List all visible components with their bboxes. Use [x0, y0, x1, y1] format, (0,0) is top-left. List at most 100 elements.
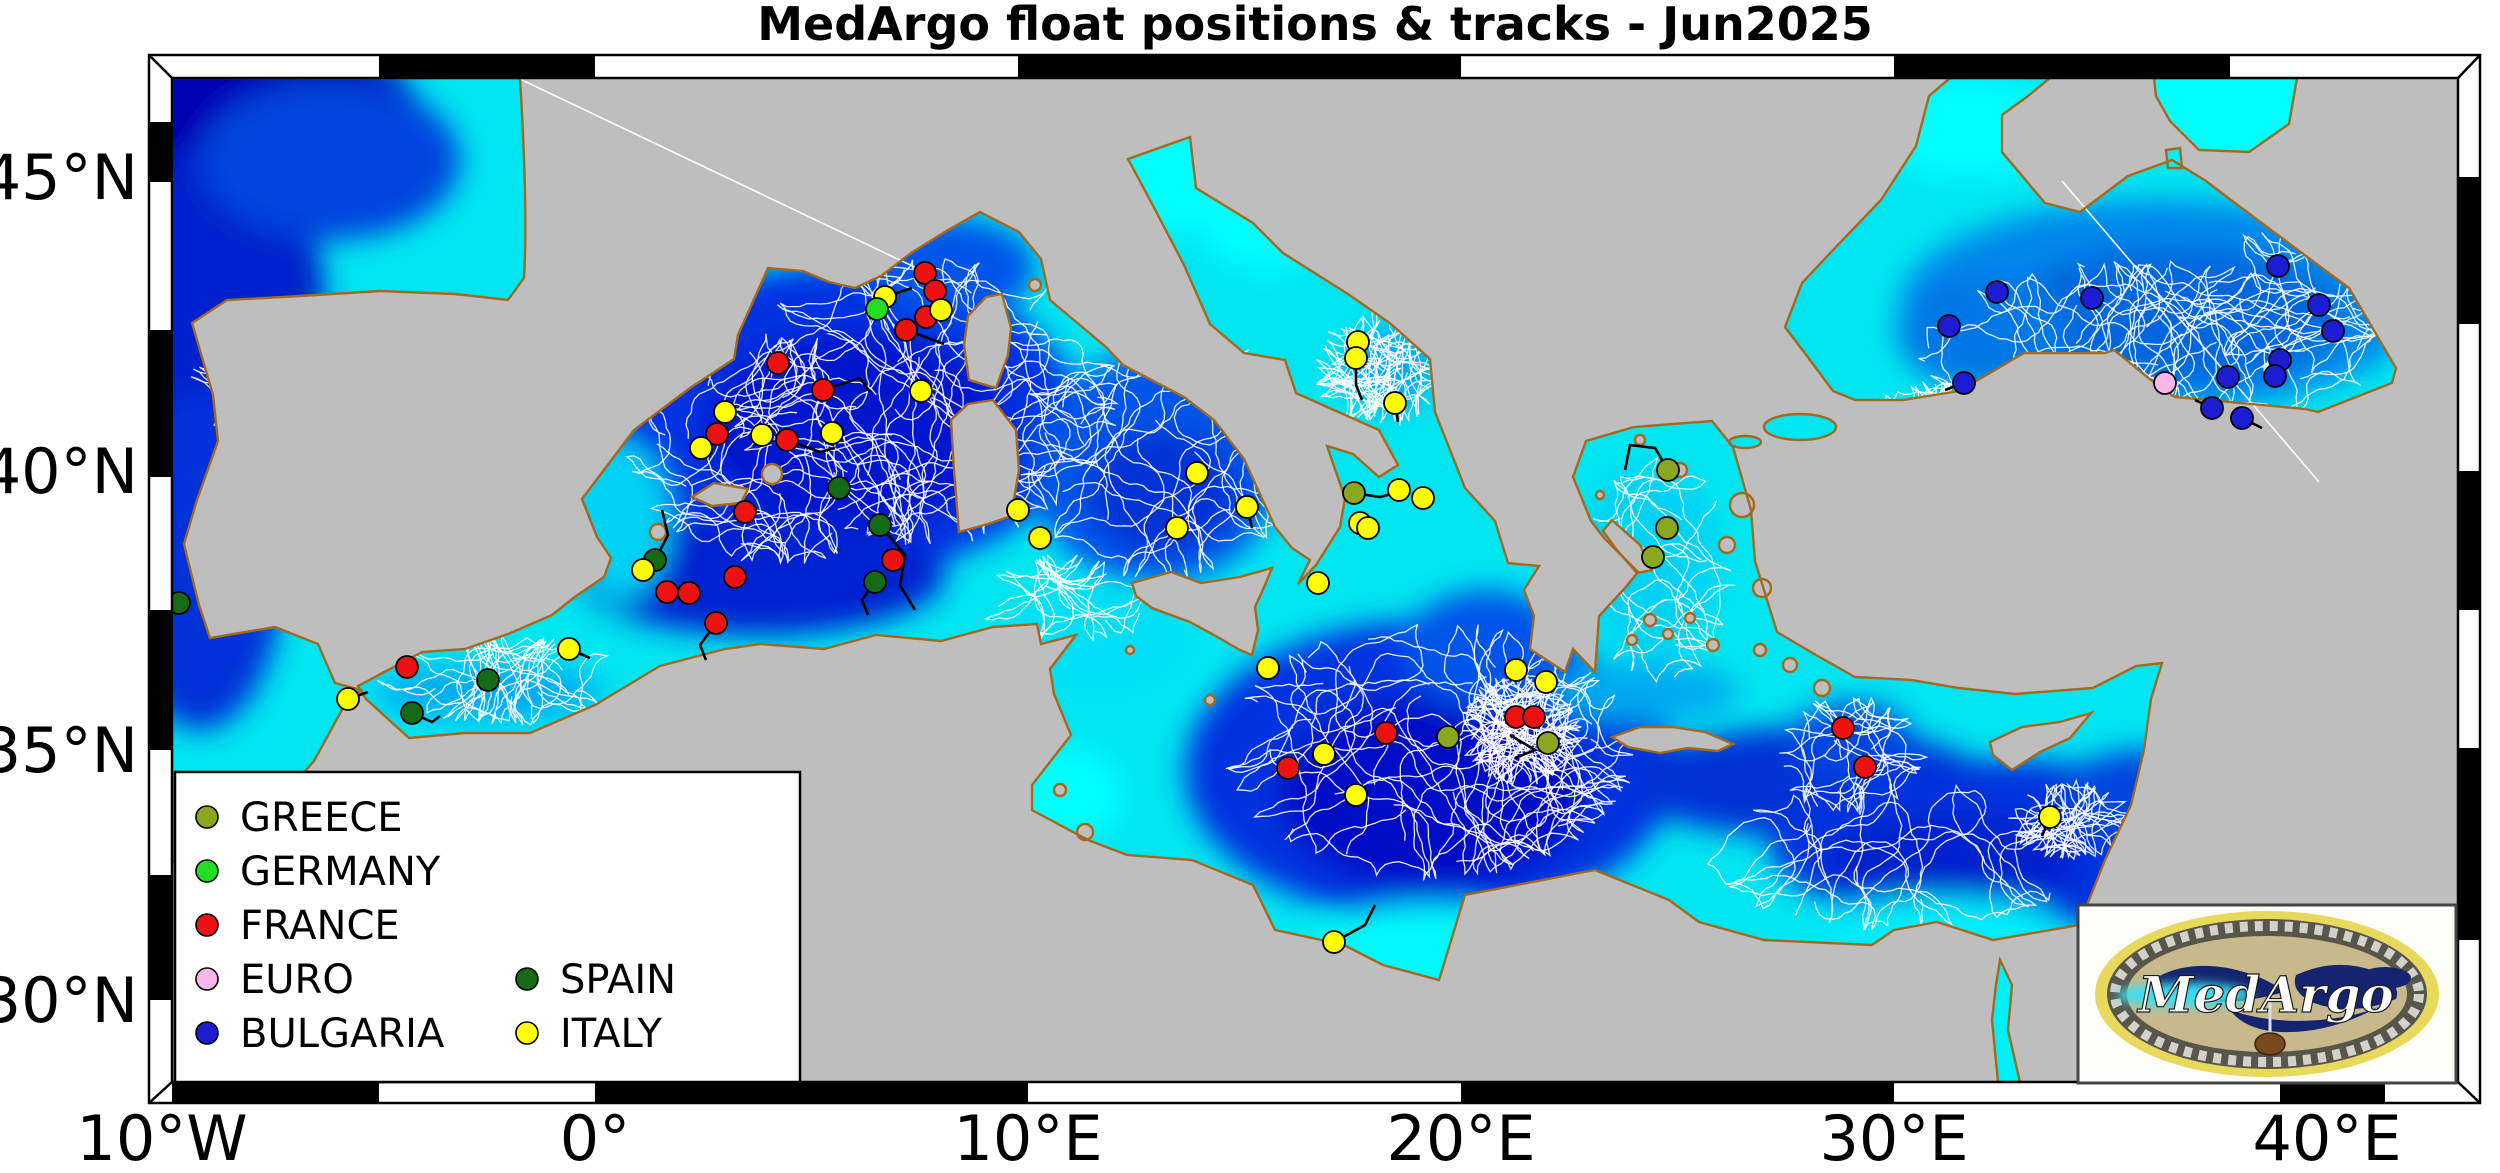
legend-label: EURO — [240, 957, 354, 1003]
legend-swatch — [195, 1021, 219, 1045]
float-dot — [2080, 286, 2104, 310]
track-path — [1813, 789, 1987, 920]
tail-line — [822, 376, 872, 393]
legend-entries: GREECE GERMANY FRANCE EURO BULGARIA SPAIN ITAL… — [195, 795, 676, 1057]
float-dot — [2266, 254, 2290, 278]
float-tracks — [190, 227, 2396, 931]
island — [1752, 642, 1768, 658]
float-dot — [2230, 406, 2254, 430]
frame-segment — [1894, 55, 2230, 78]
track-path — [1779, 700, 1892, 805]
track-path — [1406, 695, 1616, 876]
frame-segment — [149, 875, 172, 1000]
track-path — [1036, 559, 1163, 643]
coastlines — [172, 78, 2398, 1082]
float-dot — [1344, 346, 1368, 370]
legend-label: FRANCE — [240, 903, 400, 949]
float-dot — [1411, 486, 1435, 510]
track-path — [1463, 680, 1601, 873]
island — [1705, 637, 1721, 653]
float-dot — [395, 655, 419, 679]
float-dot — [1312, 742, 1336, 766]
track-path — [1005, 560, 1133, 639]
y-tick-label: 40°N — [0, 435, 138, 508]
float-dot — [865, 297, 889, 321]
track-path — [983, 554, 1141, 640]
x-tick-label: 10°W — [76, 1102, 247, 1173]
track-path — [2208, 246, 2396, 374]
frame-segment — [379, 55, 595, 78]
float-dot — [820, 421, 844, 445]
track-path — [1269, 748, 1431, 879]
float-dot — [705, 422, 729, 446]
logo-cyan-band — [2117, 983, 2253, 1007]
track-path — [1054, 365, 1169, 564]
track-path — [656, 443, 833, 564]
island — [1661, 627, 1675, 641]
float-dot — [704, 611, 728, 635]
float-dot — [1235, 495, 1259, 519]
frame-segment — [2458, 177, 2480, 324]
float-dot — [1522, 705, 1546, 729]
float-dot — [1655, 516, 1679, 540]
float-dot — [557, 637, 581, 661]
float-dot — [909, 379, 933, 403]
x-tick-label: 0° — [560, 1102, 630, 1173]
straight-track-line — [2061, 180, 2320, 483]
float-dot — [2200, 396, 2224, 420]
float-dot — [863, 570, 887, 594]
island — [1027, 277, 1043, 293]
island-mallorca — [689, 481, 750, 508]
float-dot — [733, 500, 757, 524]
float-dot — [1028, 526, 1052, 550]
track-path — [493, 637, 610, 726]
float-dot — [1276, 756, 1300, 780]
legend-label: ITALY — [560, 1011, 662, 1057]
track-path — [691, 337, 903, 518]
frame-segment — [2458, 748, 2480, 940]
track-path — [1007, 364, 1116, 510]
float-dot — [913, 261, 937, 285]
island — [1633, 433, 1647, 447]
track-path — [844, 340, 1032, 530]
float-dot — [1985, 280, 2009, 304]
track-path — [1753, 782, 1910, 931]
track-path — [1803, 787, 2064, 908]
tail-line — [1509, 733, 1538, 760]
float-dot — [1165, 516, 1189, 540]
float-dot — [1256, 656, 1280, 680]
track-path — [946, 333, 1115, 473]
float-dot — [1306, 571, 1330, 595]
island — [1625, 633, 1639, 647]
track-path — [707, 338, 927, 527]
island — [1781, 656, 1799, 674]
track-path — [894, 262, 1039, 535]
legend-swatch — [515, 967, 539, 991]
float-dot — [827, 476, 851, 500]
frame-segment — [2280, 1082, 2385, 1103]
y-tick-label: 35°N — [0, 714, 138, 787]
medargo-logo: MedArgo — [2076, 903, 2458, 1085]
float-dot — [1534, 670, 1558, 694]
track-path — [1020, 377, 1257, 520]
legend-label: GREECE — [240, 795, 403, 841]
island-corsica — [962, 292, 1013, 390]
track-path — [740, 472, 839, 562]
island — [1683, 611, 1697, 625]
track-path — [1062, 438, 1215, 571]
frame-segment — [149, 330, 172, 477]
float-dot — [1383, 391, 1407, 415]
x-tick-label: 20°E — [1386, 1102, 1535, 1173]
float-dot — [1356, 516, 1380, 540]
legend-swatch — [195, 805, 219, 829]
track-path — [2197, 271, 2396, 355]
frame-corner-miters — [148, 54, 2481, 1104]
logo-meander-pattern — [2110, 921, 2424, 1067]
island — [1717, 535, 1737, 555]
island-cyprus — [1988, 710, 2095, 772]
island-sicily — [1130, 566, 1275, 657]
tail-line — [879, 524, 917, 611]
float-dot — [1387, 478, 1411, 502]
float-dot — [1436, 725, 1460, 749]
track-path — [481, 633, 570, 726]
